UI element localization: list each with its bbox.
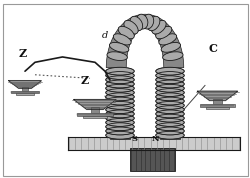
Ellipse shape	[107, 52, 127, 61]
FancyBboxPatch shape	[83, 116, 107, 118]
Ellipse shape	[156, 72, 184, 79]
Ellipse shape	[156, 110, 184, 118]
Ellipse shape	[106, 67, 134, 75]
FancyBboxPatch shape	[68, 137, 240, 150]
Polygon shape	[197, 91, 238, 101]
Ellipse shape	[106, 93, 134, 101]
Ellipse shape	[106, 101, 134, 109]
Ellipse shape	[156, 114, 184, 122]
Ellipse shape	[156, 93, 184, 101]
Ellipse shape	[106, 72, 134, 79]
Ellipse shape	[156, 89, 184, 96]
Ellipse shape	[156, 131, 184, 139]
Polygon shape	[9, 81, 41, 88]
FancyBboxPatch shape	[214, 99, 222, 104]
Ellipse shape	[156, 76, 184, 84]
FancyBboxPatch shape	[128, 68, 130, 139]
Ellipse shape	[156, 67, 184, 75]
FancyBboxPatch shape	[110, 68, 130, 139]
Ellipse shape	[156, 119, 184, 126]
Ellipse shape	[156, 101, 184, 109]
Ellipse shape	[130, 16, 143, 31]
Ellipse shape	[110, 42, 129, 52]
Ellipse shape	[156, 26, 172, 39]
Ellipse shape	[159, 34, 177, 45]
Ellipse shape	[163, 52, 183, 61]
FancyBboxPatch shape	[110, 68, 112, 139]
FancyBboxPatch shape	[206, 106, 229, 109]
Text: Z: Z	[81, 75, 89, 86]
Ellipse shape	[147, 16, 160, 31]
Ellipse shape	[156, 84, 184, 92]
Ellipse shape	[106, 76, 134, 84]
FancyBboxPatch shape	[77, 113, 113, 116]
Ellipse shape	[106, 114, 134, 122]
Ellipse shape	[136, 14, 148, 29]
Ellipse shape	[106, 84, 134, 92]
Ellipse shape	[152, 20, 166, 34]
FancyBboxPatch shape	[130, 148, 175, 171]
Text: S: S	[132, 135, 138, 143]
Ellipse shape	[106, 106, 134, 114]
Text: N: N	[151, 135, 159, 143]
Ellipse shape	[113, 34, 131, 45]
Ellipse shape	[106, 131, 134, 139]
FancyBboxPatch shape	[11, 91, 39, 93]
Ellipse shape	[106, 127, 134, 135]
Ellipse shape	[156, 80, 184, 88]
Ellipse shape	[156, 106, 184, 114]
Polygon shape	[74, 100, 116, 109]
FancyBboxPatch shape	[178, 68, 180, 139]
Ellipse shape	[106, 97, 134, 105]
Ellipse shape	[156, 127, 184, 135]
Ellipse shape	[124, 20, 138, 34]
Ellipse shape	[142, 14, 154, 29]
Ellipse shape	[161, 42, 180, 52]
FancyBboxPatch shape	[160, 68, 180, 139]
Text: Z: Z	[18, 48, 26, 59]
FancyBboxPatch shape	[160, 68, 162, 139]
FancyBboxPatch shape	[91, 108, 99, 113]
Ellipse shape	[106, 80, 134, 88]
Ellipse shape	[106, 89, 134, 96]
FancyBboxPatch shape	[200, 104, 235, 106]
Text: d: d	[102, 31, 108, 40]
Ellipse shape	[156, 97, 184, 105]
Ellipse shape	[118, 26, 134, 39]
FancyBboxPatch shape	[22, 87, 28, 91]
Ellipse shape	[106, 119, 134, 126]
Ellipse shape	[156, 123, 184, 131]
Polygon shape	[106, 14, 184, 68]
Ellipse shape	[106, 110, 134, 118]
Text: C: C	[208, 43, 217, 54]
Ellipse shape	[106, 123, 134, 131]
FancyBboxPatch shape	[16, 93, 34, 95]
